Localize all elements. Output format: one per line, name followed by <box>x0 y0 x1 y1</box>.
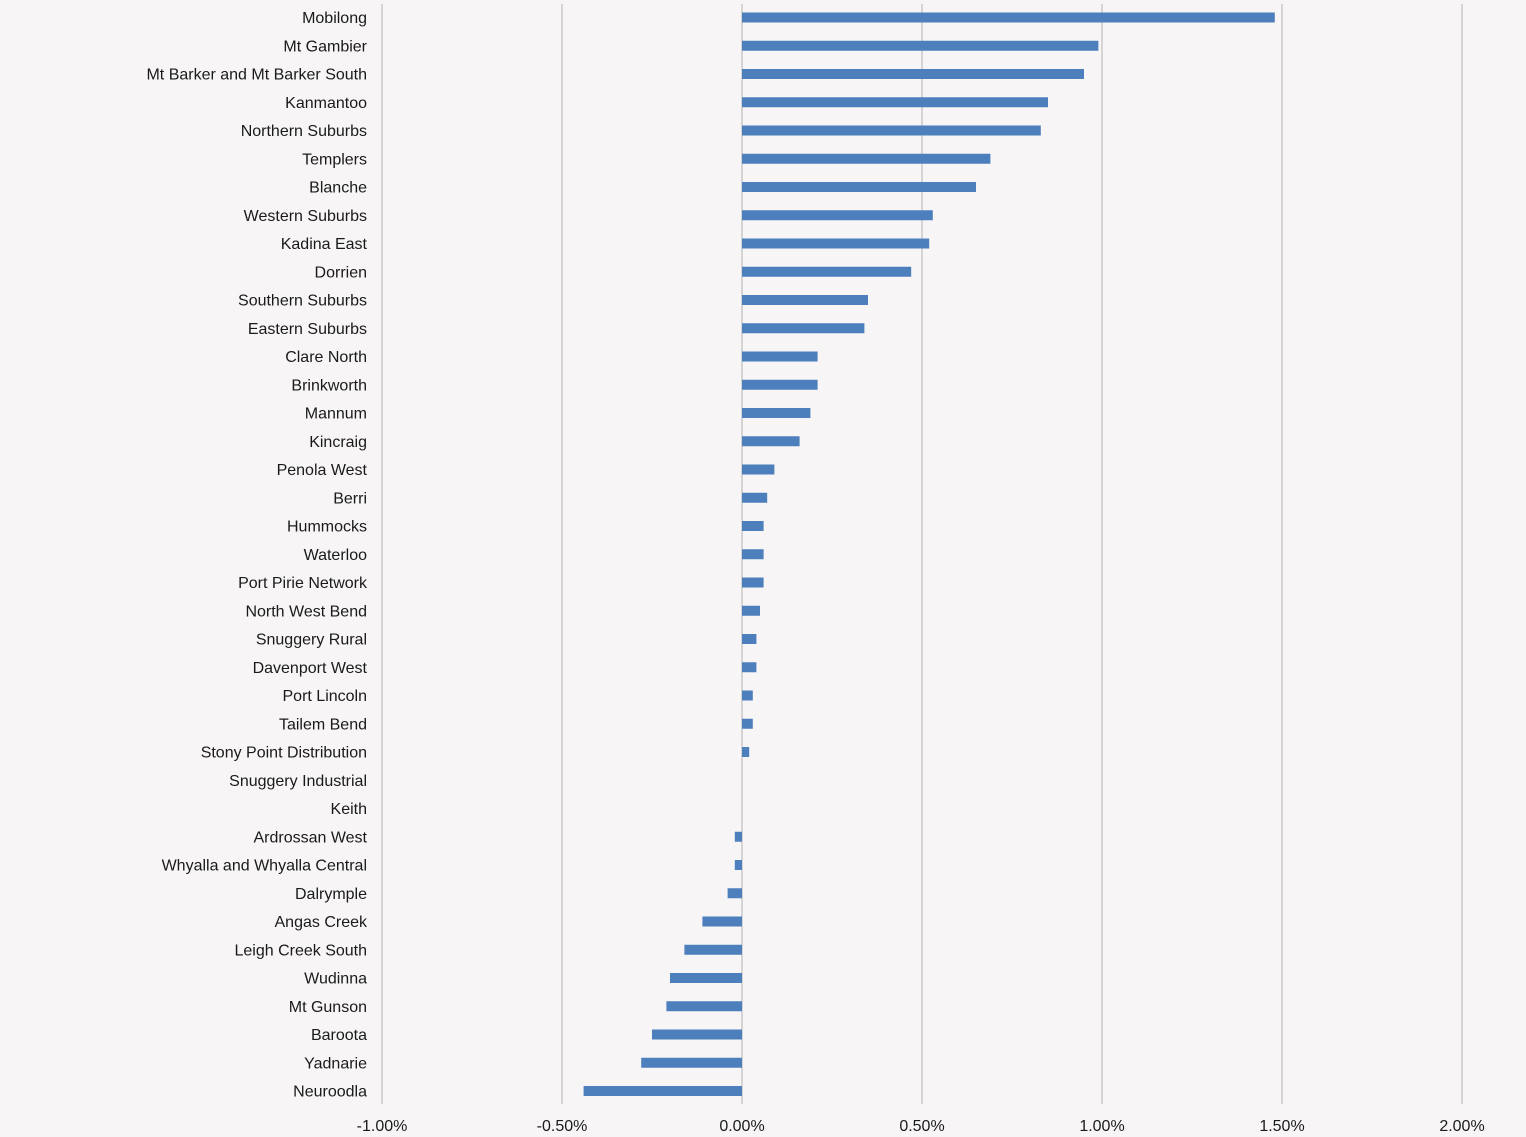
bar <box>742 408 811 418</box>
bar <box>652 1029 742 1040</box>
category-label: Southern Suburbs <box>238 293 367 310</box>
bar <box>742 605 760 616</box>
category-label: Kadina East <box>281 236 368 253</box>
bar <box>742 662 757 673</box>
category-label: Davenport West <box>253 660 368 677</box>
bar <box>742 549 764 560</box>
bar <box>702 916 742 927</box>
category-label: Berri <box>333 490 367 507</box>
bar <box>742 464 775 475</box>
category-label: Mt Barker and Mt Barker South <box>146 67 367 84</box>
bar <box>742 351 818 362</box>
category-labels: Mobilong Mt Gambier Mt Barker and Mt Barke… <box>146 10 368 1101</box>
x-tick-label: 0.50% <box>899 1118 944 1135</box>
category-label: Kincraig <box>309 434 367 451</box>
category-label: Mt Gambier <box>283 38 367 55</box>
bar <box>742 295 868 305</box>
x-tick-label: 1.00% <box>1079 1118 1124 1135</box>
category-label: Keith <box>331 801 367 818</box>
category-label: Port Lincoln <box>283 688 368 705</box>
x-tick-label: 2.00% <box>1439 1118 1484 1135</box>
x-tick-label: 1.50% <box>1259 1118 1304 1135</box>
category-label: Templers <box>302 151 367 168</box>
category-label: Baroota <box>311 1027 367 1044</box>
bar <box>641 1057 742 1068</box>
x-tick-label: 0.00% <box>719 1118 764 1135</box>
bar <box>742 210 933 221</box>
bar <box>742 238 930 249</box>
category-label: Angas Creek <box>275 914 368 931</box>
category-label: Dalrymple <box>295 886 367 903</box>
bar <box>734 860 742 870</box>
category-label: Dorrien <box>315 264 367 281</box>
bar <box>742 40 1099 51</box>
bar <box>742 323 865 334</box>
category-label: Kanmantoo <box>285 95 367 112</box>
bar <box>742 153 991 164</box>
category-label: Western Suburbs <box>244 208 367 225</box>
category-label: Snuggery Rural <box>256 632 367 649</box>
category-label: Eastern Suburbs <box>248 321 367 338</box>
bar <box>742 718 753 729</box>
category-label: Northern Suburbs <box>241 123 367 140</box>
category-label: Mobilong <box>302 10 367 27</box>
category-label: Whyalla and Whyalla Central <box>162 858 367 875</box>
bar <box>742 690 753 701</box>
category-label: Blanche <box>309 180 367 197</box>
bar <box>742 12 1275 23</box>
bar <box>742 266 912 277</box>
bar <box>742 182 976 192</box>
bar <box>684 944 742 955</box>
category-label: Tailem Bend <box>279 716 367 733</box>
category-label: Ardrossan West <box>253 829 367 846</box>
bar <box>742 97 1048 108</box>
bar <box>742 634 757 644</box>
bar <box>727 888 742 899</box>
bar <box>742 125 1041 136</box>
x-axis-tick-labels: -1.00% -0.50% 0.00% 0.50% 1.00% 1.50% 2.00% <box>357 1118 1485 1135</box>
bar <box>670 973 742 983</box>
category-label: Snuggery Industrial <box>229 773 367 790</box>
category-label: Port Pirie Network <box>238 575 368 592</box>
bar <box>742 521 764 531</box>
category-label: Wudinna <box>304 971 367 988</box>
bar <box>666 1001 742 1012</box>
gridlines <box>381 4 1463 1104</box>
bar <box>742 436 800 447</box>
bar <box>742 379 818 390</box>
category-label: Brinkworth <box>291 377 367 394</box>
category-label: Leigh Creek South <box>234 942 367 959</box>
bar <box>742 492 768 503</box>
bars <box>583 12 1275 1096</box>
x-tick-label: -1.00% <box>357 1118 408 1135</box>
category-label: Mannum <box>305 406 367 423</box>
bar <box>583 1086 742 1096</box>
category-label: Penola West <box>277 462 368 479</box>
x-tick-label: -0.50% <box>537 1118 588 1135</box>
category-label: Waterloo <box>304 547 368 564</box>
category-label: Hummocks <box>287 519 367 536</box>
bar <box>742 747 750 757</box>
category-label: Stony Point Distribution <box>201 745 367 762</box>
category-label: Yadnarie <box>304 1055 367 1072</box>
bar <box>734 831 742 842</box>
category-label: Clare North <box>285 349 367 366</box>
category-label: North West Bend <box>245 603 367 620</box>
bar <box>742 577 764 588</box>
category-label: Mt Gunson <box>289 999 367 1016</box>
category-label: Neuroodla <box>293 1084 367 1101</box>
bar <box>742 69 1084 79</box>
